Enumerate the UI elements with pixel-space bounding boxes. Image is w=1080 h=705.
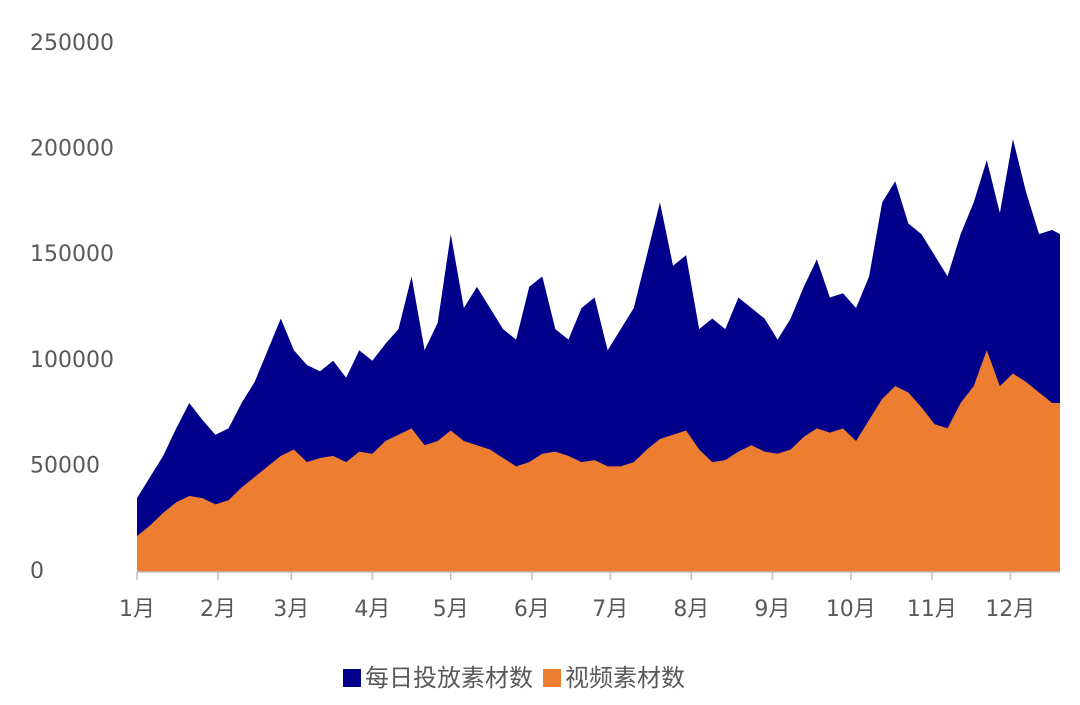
legend-swatch	[343, 669, 361, 687]
y-tick-label: 100000	[30, 348, 114, 373]
x-tick-label: 5月	[433, 597, 469, 622]
y-tick-label: 200000	[30, 137, 114, 162]
x-tick-label: 9月	[754, 597, 790, 622]
x-tick-label: 3月	[273, 597, 309, 622]
x-tick-label: 4月	[354, 597, 390, 622]
area	[137, 350, 1060, 572]
x-tick-label: 10月	[826, 597, 876, 622]
x-tick-label: 6月	[514, 597, 550, 622]
legend-label: 视频素材数	[565, 664, 685, 692]
y-tick-label: 0	[30, 559, 44, 584]
y-tick-label: 250000	[30, 31, 114, 56]
legend: 每日投放素材数 视频素材数	[343, 664, 685, 692]
legend-swatch	[543, 669, 561, 687]
x-tick-label: 7月	[592, 597, 628, 622]
x-tick-label: 2月	[200, 597, 236, 622]
x-tick-label: 1月	[119, 597, 155, 622]
x-tick-label: 11月	[907, 597, 957, 622]
x-tick-label: 8月	[673, 597, 709, 622]
y-tick-label: 50000	[30, 453, 100, 478]
legend-label: 每日投放素材数	[365, 664, 533, 692]
y-tick-label: 150000	[30, 242, 114, 267]
x-tick-label: 12月	[985, 597, 1035, 622]
